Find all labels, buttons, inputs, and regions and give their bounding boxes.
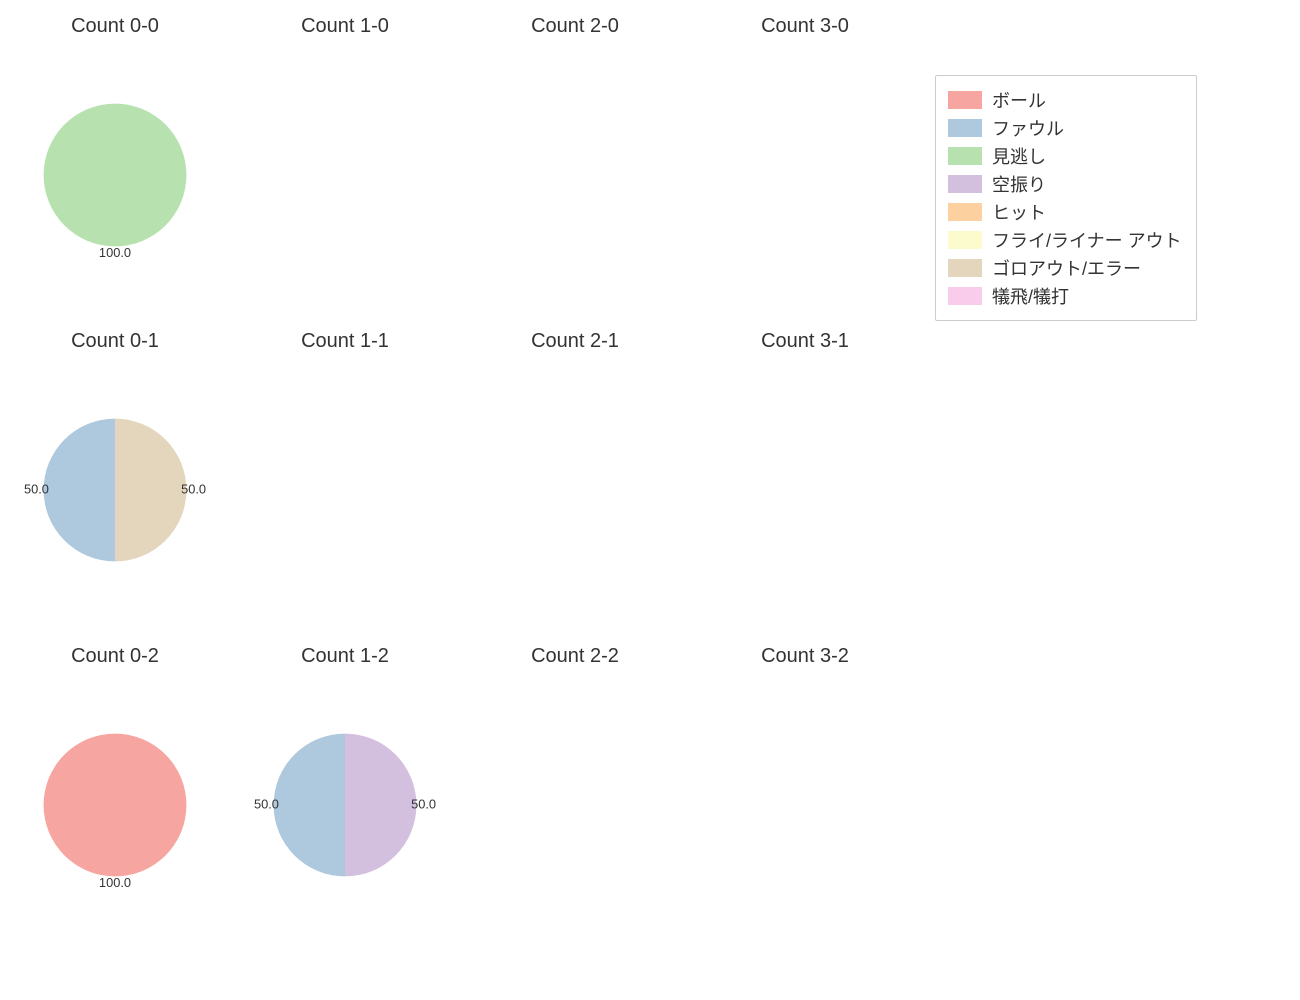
chart-canvas: Count 0-0100.0Count 1-0Count 2-0Count 3-… [0, 0, 1300, 1000]
cell-title: Count 1-0 [230, 15, 460, 38]
legend-swatch [948, 147, 982, 165]
pie-label-look: 100.0 [99, 245, 131, 260]
cell-title: Count 3-0 [690, 15, 920, 38]
legend-swatch [948, 119, 982, 137]
cell-title: Count 0-1 [0, 330, 230, 353]
pie: 50.0 50.0 [15, 390, 215, 590]
legend-item-ball: ボール [948, 86, 1182, 114]
cell-6: Count 2-1 [460, 315, 690, 630]
legend-label: ヒット [992, 199, 1046, 225]
cell-11: Count 3-2 [690, 630, 920, 945]
pie-slice-groundout [115, 419, 186, 562]
cell-title: Count 0-0 [0, 15, 230, 38]
legend-swatch [948, 91, 982, 109]
pie-slice-ball [44, 734, 187, 877]
pie: 100.0 [15, 705, 215, 905]
cell-7: Count 3-1 [690, 315, 920, 630]
pie-label-ball: 100.0 [99, 875, 131, 890]
cell-5: Count 1-1 [230, 315, 460, 630]
legend-swatch [948, 175, 982, 193]
legend-label: 見逃し [992, 143, 1046, 169]
cell-title: Count 3-1 [690, 330, 920, 353]
pie-label-foul: 50.0 [24, 481, 49, 496]
cell-title: Count 3-2 [690, 645, 920, 668]
cell-2: Count 2-0 [460, 0, 690, 315]
legend-item-hit: ヒット [948, 198, 1182, 226]
legend-label: ボール [992, 87, 1046, 113]
cell-4: Count 0-1 50.0 50.0 [0, 315, 230, 630]
legend-label: フライ/ライナー アウト [992, 227, 1182, 253]
pie-grid: Count 0-0100.0Count 1-0Count 2-0Count 3-… [0, 0, 920, 945]
cell-title: Count 2-2 [460, 645, 690, 668]
cell-1: Count 1-0 [230, 0, 460, 315]
legend-item-foul: ファウル [948, 114, 1182, 142]
cell-title: Count 1-1 [230, 330, 460, 353]
legend-item-flyout: フライ/ライナー アウト [948, 226, 1182, 254]
legend-item-sac: 犠飛/犠打 [948, 282, 1182, 310]
legend-label: ゴロアウト/エラー [992, 255, 1141, 281]
cell-9: Count 1-2 50.0 50.0 [230, 630, 460, 945]
legend-label: 空振り [992, 171, 1046, 197]
pie-label-swing: 50.0 [411, 796, 436, 811]
legend-swatch [948, 231, 982, 249]
legend-swatch [948, 287, 982, 305]
cell-8: Count 0-2 100.0 [0, 630, 230, 945]
pie-slice-foul [274, 734, 345, 877]
legend-swatch [948, 203, 982, 221]
legend-item-look: 見逃し [948, 142, 1182, 170]
legend-label: 犠飛/犠打 [992, 283, 1069, 309]
cell-title: Count 2-1 [460, 330, 690, 353]
legend-item-groundout: ゴロアウト/エラー [948, 254, 1182, 282]
legend: ボールファウル見逃し空振りヒットフライ/ライナー アウトゴロアウト/エラー犠飛/… [935, 75, 1197, 321]
pie-slice-look [44, 104, 187, 247]
legend-swatch [948, 259, 982, 277]
legend-item-swing: 空振り [948, 170, 1182, 198]
legend-label: ファウル [992, 115, 1064, 141]
cell-title: Count 0-2 [0, 645, 230, 668]
cell-0: Count 0-0 100.0 [0, 0, 230, 315]
pie-slice-swing [345, 734, 416, 877]
cell-3: Count 3-0 [690, 0, 920, 315]
cell-10: Count 2-2 [460, 630, 690, 945]
pie: 50.0 50.0 [245, 705, 445, 905]
pie: 100.0 [15, 75, 215, 275]
cell-title: Count 2-0 [460, 15, 690, 38]
pie-label-groundout: 50.0 [181, 481, 206, 496]
pie-slice-foul [44, 419, 115, 562]
cell-title: Count 1-2 [230, 645, 460, 668]
pie-label-foul: 50.0 [254, 796, 279, 811]
